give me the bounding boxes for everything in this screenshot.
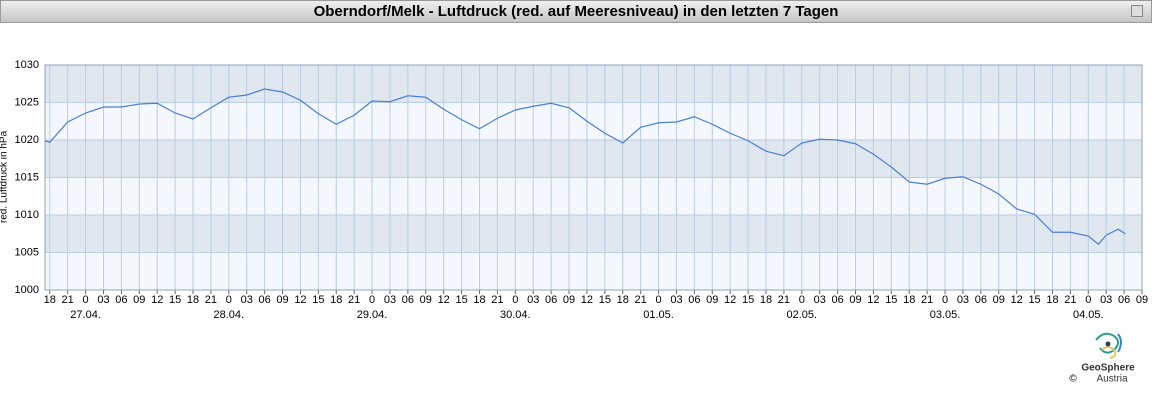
x-tick-label: 03 bbox=[241, 294, 253, 306]
x-tick-label: 21 bbox=[348, 294, 360, 306]
date-label: 02.05. bbox=[787, 309, 818, 321]
x-tick-label: 09 bbox=[563, 294, 575, 306]
x-tick-label: 21 bbox=[205, 294, 217, 306]
x-tick-label: 18 bbox=[187, 294, 199, 306]
date-label: 28.04. bbox=[214, 309, 245, 321]
x-tick-label: 09 bbox=[849, 294, 861, 306]
x-tick-label: 09 bbox=[420, 294, 432, 306]
date-label: 30.04. bbox=[500, 309, 531, 321]
x-tick-label: 06 bbox=[975, 294, 987, 306]
x-tick-label: 06 bbox=[115, 294, 127, 306]
date-label: 03.05. bbox=[930, 309, 961, 321]
x-tick-label: 21 bbox=[62, 294, 74, 306]
x-tick-label: 21 bbox=[491, 294, 503, 306]
x-tick-label: 09 bbox=[1136, 294, 1148, 306]
y-tick-label: 1005 bbox=[15, 246, 39, 258]
x-tick-label: 0 bbox=[369, 294, 375, 306]
x-tick-label: 06 bbox=[688, 294, 700, 306]
x-tick-label: 06 bbox=[402, 294, 414, 306]
x-tick-label: 09 bbox=[706, 294, 718, 306]
x-tick-label: 0 bbox=[512, 294, 518, 306]
x-tick-label: 0 bbox=[799, 294, 805, 306]
x-tick-label: 06 bbox=[545, 294, 557, 306]
y-tick-label: 1015 bbox=[15, 171, 39, 183]
x-tick-label: 21 bbox=[1064, 294, 1076, 306]
x-tick-label: 09 bbox=[276, 294, 288, 306]
y-tick-label: 1025 bbox=[15, 96, 39, 108]
date-label: 01.05. bbox=[643, 309, 674, 321]
x-tick-label: 06 bbox=[1118, 294, 1130, 306]
x-tick-label: 03 bbox=[384, 294, 396, 306]
y-tick-label: 1030 bbox=[15, 59, 39, 71]
y-tick-label: 1010 bbox=[15, 209, 39, 221]
x-tick-label: 09 bbox=[133, 294, 145, 306]
band bbox=[45, 65, 1142, 103]
x-tick-label: 15 bbox=[885, 294, 897, 306]
x-tick-label: 15 bbox=[742, 294, 754, 306]
x-tick-label: 12 bbox=[724, 294, 736, 306]
x-tick-label: 03 bbox=[97, 294, 109, 306]
x-tick-label: 12 bbox=[438, 294, 450, 306]
x-tick-label: 09 bbox=[993, 294, 1005, 306]
copyright: © bbox=[1069, 374, 1077, 385]
x-tick-label: 15 bbox=[455, 294, 467, 306]
line bbox=[44, 88, 1126, 246]
x-tick-label: 0 bbox=[655, 294, 661, 306]
x-tick-label: 0 bbox=[226, 294, 232, 306]
x-tick-label: 03 bbox=[670, 294, 682, 306]
x-tick-label: 15 bbox=[169, 294, 181, 306]
brand-sub: Austria bbox=[1096, 374, 1128, 385]
x-tick-label: 21 bbox=[921, 294, 933, 306]
x-tick-label: 18 bbox=[44, 294, 56, 306]
x-tick-label: 0 bbox=[1085, 294, 1091, 306]
x-tick-label: 12 bbox=[294, 294, 306, 306]
x-tick-label: 18 bbox=[330, 294, 342, 306]
date-label: 04.05. bbox=[1073, 309, 1104, 321]
x-tick-label: 21 bbox=[778, 294, 790, 306]
x-tick-label: 15 bbox=[599, 294, 611, 306]
plot-border bbox=[44, 64, 1143, 291]
x-tick-label: 0 bbox=[83, 294, 89, 306]
x-tick-label: 18 bbox=[760, 294, 772, 306]
x-tick-label: 15 bbox=[312, 294, 324, 306]
x-tick-label: 21 bbox=[635, 294, 647, 306]
band bbox=[45, 215, 1142, 253]
x-tick-label: 18 bbox=[473, 294, 485, 306]
x-tick-label: 15 bbox=[1028, 294, 1040, 306]
y-axis-label: red. Luftdruck in hPa bbox=[0, 130, 10, 223]
x-tick-label: 12 bbox=[1011, 294, 1023, 306]
x-tick-label: 06 bbox=[259, 294, 271, 306]
x-tick-label: 03 bbox=[1100, 294, 1112, 306]
y-tick-label: 1000 bbox=[15, 284, 39, 296]
y-tick-label: 1020 bbox=[15, 134, 39, 146]
date-label: 29.04. bbox=[357, 309, 388, 321]
x-tick-label: 03 bbox=[527, 294, 539, 306]
x-tick-label: 12 bbox=[151, 294, 163, 306]
x-tick-label: 18 bbox=[903, 294, 915, 306]
date-label: 27.04. bbox=[70, 309, 101, 321]
brand: GeoSphere bbox=[1081, 363, 1135, 374]
x-tick-label: 18 bbox=[617, 294, 629, 306]
logo bbox=[1095, 332, 1122, 359]
x-tick-label: 03 bbox=[814, 294, 826, 306]
x-tick-label: 0 bbox=[942, 294, 948, 306]
window-button[interactable] bbox=[1131, 5, 1143, 17]
x-tick-label: 12 bbox=[581, 294, 593, 306]
x-tick-label: 12 bbox=[867, 294, 879, 306]
chart-title: Oberndorf/Melk - Luftdruck (red. auf Mee… bbox=[314, 3, 839, 20]
x-tick-label: 06 bbox=[831, 294, 843, 306]
band bbox=[45, 140, 1142, 178]
x-tick-label: 03 bbox=[957, 294, 969, 306]
x-tick-label: 18 bbox=[1046, 294, 1058, 306]
